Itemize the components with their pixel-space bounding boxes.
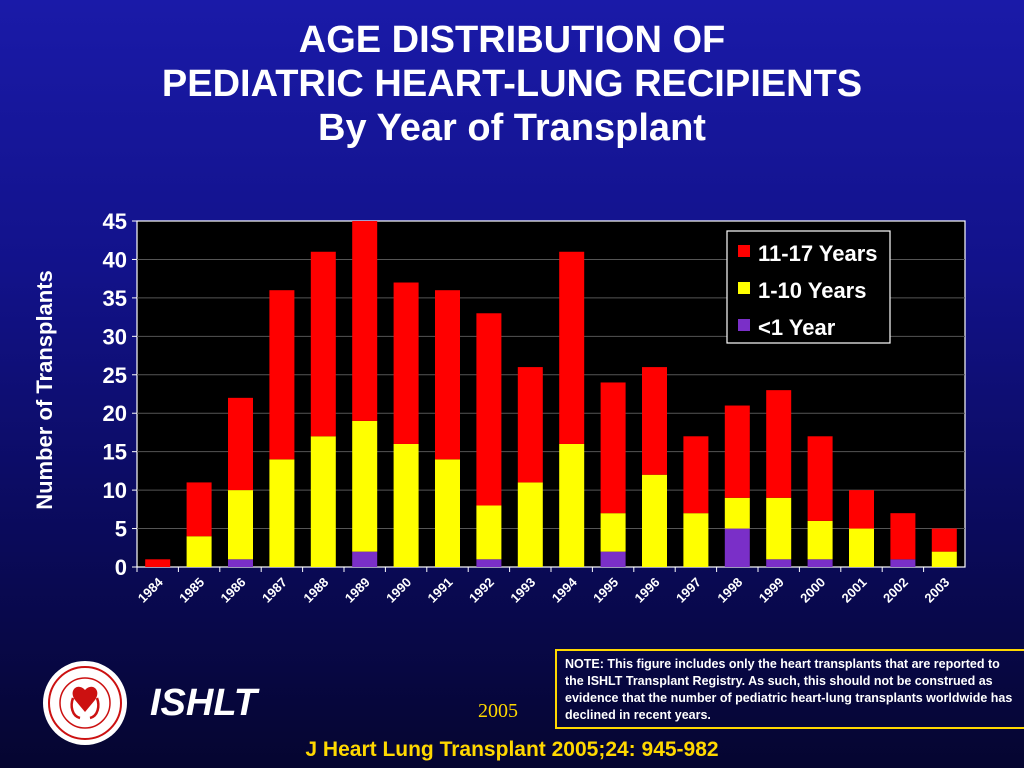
x-tick-label: 1995 — [590, 575, 621, 606]
citation: J Heart Lung Transplant 2005;24: 945-982 — [305, 738, 719, 761]
y-tick-label: 30 — [103, 324, 127, 349]
bar-segment — [393, 443, 419, 567]
y-tick-label: 25 — [103, 363, 127, 388]
y-tick-label: 40 — [103, 247, 127, 272]
x-tick-label: 1998 — [714, 575, 745, 606]
bar-segment — [186, 536, 212, 567]
bar-segment — [849, 490, 874, 529]
bar-segment — [807, 559, 833, 567]
x-tick-label: 1997 — [673, 575, 704, 606]
bar-segment — [890, 513, 916, 560]
bar-segment — [724, 405, 750, 498]
x-tick-label: 1991 — [425, 575, 456, 606]
bar-segment — [849, 528, 874, 567]
y-tick-label: 35 — [103, 286, 127, 311]
x-tick-label: 1984 — [135, 574, 167, 606]
y-tick-label: 15 — [103, 440, 127, 465]
bar-segment — [310, 251, 336, 437]
x-tick-label: 1986 — [218, 575, 249, 606]
bar-segment — [600, 551, 626, 567]
x-tick-label: 2000 — [797, 575, 828, 606]
bar-segment — [766, 559, 792, 567]
bar-segment — [228, 490, 253, 560]
bar-segment — [642, 367, 667, 475]
y-tick-label: 0 — [115, 555, 127, 580]
x-tick-label: 1996 — [632, 575, 663, 606]
bar-chart: 0 5 10 15 20 25 30 35 40 45 1984 1985 1986 1987 1988 19… — [103, 209, 965, 606]
x-tick-label: 1988 — [300, 575, 331, 606]
bar-segment — [269, 290, 295, 460]
y-tick-label: 5 — [115, 517, 127, 542]
bar-segment — [269, 459, 295, 567]
y-tick-label: 10 — [103, 478, 127, 503]
bar-segment — [228, 559, 253, 567]
x-tick-label: 1993 — [507, 575, 538, 606]
bar-segment — [228, 397, 253, 491]
y-tick-label: 20 — [103, 401, 127, 426]
bar-segment — [600, 382, 626, 514]
bar-segment — [683, 513, 709, 567]
bar-segment — [931, 528, 957, 552]
y-tick-label: 45 — [103, 209, 127, 234]
bar-segment — [724, 497, 750, 529]
bar-segment — [435, 459, 460, 567]
bar-segment — [435, 290, 460, 460]
bar-segment — [559, 443, 585, 567]
bar-segment — [186, 482, 212, 537]
bar-segment — [642, 474, 667, 567]
report-year: 2005 — [478, 700, 518, 722]
bar-segment — [766, 390, 792, 498]
bar-segment — [393, 282, 419, 444]
x-tick-label: 1992 — [466, 575, 497, 606]
x-tick-label: 2003 — [921, 575, 952, 606]
bar-segment — [807, 520, 833, 560]
bar-segment — [517, 367, 543, 483]
x-tick-label: 1990 — [383, 575, 414, 606]
bar-segment — [476, 313, 502, 506]
bar-segment — [559, 251, 585, 444]
title-line-3: By Year of Transplant — [318, 107, 706, 149]
bar-segment — [683, 436, 709, 514]
legend-label: <1 Year — [758, 315, 836, 340]
bar-segment — [807, 436, 833, 521]
x-tick-label: 1999 — [756, 575, 787, 606]
ishlt-seal-icon — [43, 661, 127, 745]
bar-segment — [145, 559, 171, 567]
bar-segment — [724, 528, 750, 567]
note-box: NOTE: This figure includes only the hear… — [555, 649, 1024, 729]
title-line-1: AGE DISTRIBUTION OF — [298, 19, 726, 61]
bar-segment — [931, 551, 957, 567]
legend-swatch — [738, 282, 750, 294]
bar-segment — [476, 505, 502, 560]
bar-segment — [890, 559, 916, 567]
chart-title: AGE DISTRIBUTION OF PEDIATRIC HEART-LUNG… — [0, 18, 1024, 150]
org-name: ISHLT — [150, 682, 257, 724]
x-tick-label: 1985 — [176, 575, 207, 606]
legend-swatch — [738, 319, 750, 331]
x-tick-label: 1987 — [259, 575, 290, 606]
x-tick-label: 1989 — [342, 575, 373, 606]
bar-segment — [352, 551, 378, 567]
x-tick-label: 1994 — [549, 574, 581, 606]
bar-segment — [352, 221, 378, 421]
title-line-2: PEDIATRIC HEART-LUNG RECIPIENTS — [161, 63, 863, 105]
bar-segment — [476, 559, 502, 567]
x-tick-label: 2002 — [880, 575, 911, 606]
x-tick-label: 2001 — [839, 575, 870, 606]
legend-swatch — [738, 245, 750, 257]
bar-segment — [517, 482, 543, 567]
bar-segment — [310, 436, 336, 567]
bar-segment — [600, 513, 626, 552]
legend-box — [726, 230, 891, 344]
legend-label: 11-17 Years — [758, 241, 878, 266]
legend-label: 1-10 Years — [758, 278, 866, 303]
bar-segment — [352, 420, 378, 552]
bar-segment — [766, 497, 792, 560]
